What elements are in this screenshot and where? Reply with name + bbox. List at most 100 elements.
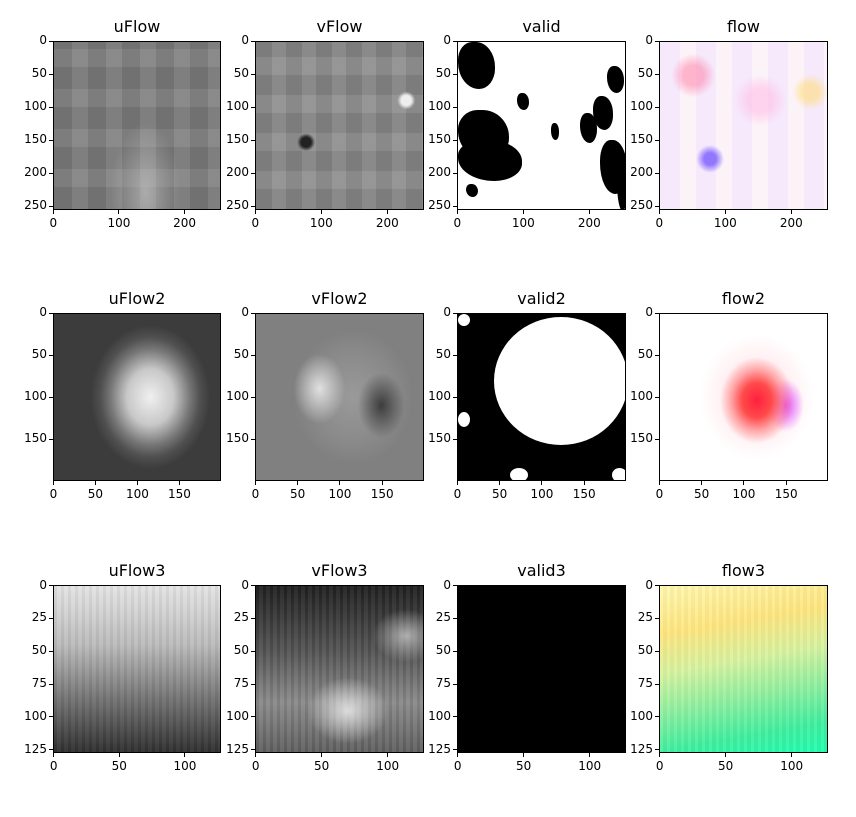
- x-tick-mark: [297, 481, 299, 485]
- y-tick-label: 150: [428, 132, 451, 147]
- x-tick-label: 100: [173, 759, 197, 773]
- panel-title-vflow3: vFlow3: [311, 561, 368, 580]
- x-tick-mark: [499, 481, 501, 485]
- x-tick-mark: [785, 481, 787, 485]
- x-tick-mark: [184, 210, 186, 214]
- y-tick-label: 0: [39, 305, 47, 320]
- x-tick-label: 0: [453, 487, 462, 501]
- y-tick-label: 25: [233, 610, 249, 625]
- y-tick-label: 50: [31, 643, 47, 658]
- x-tick-label: 100: [578, 759, 602, 773]
- y-tick-mark: [49, 716, 53, 718]
- x-tick-mark: [320, 210, 322, 214]
- y-tick-mark: [49, 683, 53, 685]
- y-tick-label: 50: [637, 347, 653, 362]
- x-tick-mark: [791, 753, 793, 757]
- y-tick-label: 0: [645, 305, 653, 320]
- y-tick-mark: [251, 438, 255, 440]
- y-tick-label: 75: [31, 676, 47, 691]
- y-tick-mark: [251, 106, 255, 108]
- panel-title-flow3: flow3: [721, 561, 766, 580]
- x-tick-label: 150: [370, 487, 394, 501]
- panel-title-valid3: valid3: [517, 561, 566, 580]
- y-tick-mark: [251, 172, 255, 174]
- y-tick-label: 125: [24, 741, 47, 756]
- plot-image-valid3: [457, 585, 626, 753]
- y-tick-mark: [655, 312, 659, 314]
- x-tick-label: 150: [572, 487, 596, 501]
- y-tick-mark: [49, 172, 53, 174]
- y-tick-label: 150: [24, 132, 47, 147]
- y-tick-mark: [453, 354, 457, 356]
- y-tick-mark: [453, 139, 457, 141]
- x-tick-mark: [724, 210, 726, 214]
- y-tick-label: 0: [39, 577, 47, 592]
- y-tick-mark: [251, 40, 255, 42]
- x-tick-label: 50: [290, 487, 306, 501]
- x-tick-mark: [790, 210, 792, 214]
- x-tick-label: 50: [314, 759, 330, 773]
- x-tick-mark: [583, 481, 585, 485]
- y-tick-label: 200: [24, 165, 47, 180]
- y-tick-mark: [655, 40, 659, 42]
- y-tick-label: 100: [428, 708, 451, 723]
- y-tick-mark: [49, 438, 53, 440]
- y-tick-mark: [251, 749, 255, 751]
- panel-title-valid: valid: [522, 17, 561, 36]
- y-tick-mark: [453, 438, 457, 440]
- x-tick-mark: [659, 753, 661, 757]
- mask-hole: [466, 183, 479, 198]
- x-tick-mark: [523, 753, 525, 757]
- y-tick-label: 0: [241, 305, 249, 320]
- y-tick-label: 100: [630, 389, 653, 404]
- x-tick-mark: [339, 481, 341, 485]
- y-tick-mark: [453, 172, 457, 174]
- x-tick-mark: [255, 753, 257, 757]
- x-tick-label: 0: [49, 487, 58, 501]
- mask-region: [510, 468, 528, 480]
- mask-hole: [550, 123, 560, 140]
- y-tick-mark: [49, 312, 53, 314]
- x-tick-label: 100: [107, 216, 131, 230]
- x-tick-mark: [184, 753, 186, 757]
- y-tick-mark: [251, 716, 255, 718]
- x-tick-label: 0: [49, 216, 58, 230]
- y-tick-mark: [251, 617, 255, 619]
- y-tick-label: 50: [435, 66, 451, 81]
- x-tick-label: 50: [111, 759, 127, 773]
- y-tick-label: 125: [428, 741, 451, 756]
- y-tick-mark: [251, 354, 255, 356]
- panel-title-vflow2: vFlow2: [311, 289, 368, 308]
- x-tick-mark: [94, 481, 96, 485]
- y-tick-label: 0: [443, 577, 451, 592]
- y-tick-label: 25: [31, 610, 47, 625]
- mask-hole: [458, 140, 523, 181]
- y-tick-mark: [655, 683, 659, 685]
- panel-title-uflow3: uFlow3: [108, 561, 166, 580]
- plot-image-vflow2: [255, 313, 424, 481]
- y-tick-label: 0: [443, 33, 451, 48]
- x-tick-mark: [52, 210, 54, 214]
- x-tick-mark: [52, 481, 54, 485]
- y-tick-label: 250: [24, 198, 47, 213]
- y-tick-mark: [453, 205, 457, 207]
- x-tick-label: 100: [511, 216, 535, 230]
- y-tick-mark: [251, 585, 255, 587]
- y-tick-mark: [655, 205, 659, 207]
- y-tick-mark: [251, 312, 255, 314]
- y-tick-mark: [655, 716, 659, 718]
- x-tick-label: 0: [453, 759, 462, 773]
- y-tick-label: 50: [233, 643, 249, 658]
- y-tick-label: 75: [233, 676, 249, 691]
- y-tick-label: 50: [233, 66, 249, 81]
- mask-hole: [593, 96, 614, 130]
- x-tick-mark: [701, 481, 703, 485]
- x-tick-label: 0: [251, 487, 260, 501]
- y-tick-mark: [251, 73, 255, 75]
- y-tick-mark: [453, 749, 457, 751]
- y-tick-mark: [453, 683, 457, 685]
- x-tick-label: 0: [453, 216, 462, 230]
- x-tick-mark: [178, 481, 180, 485]
- x-tick-mark: [589, 753, 591, 757]
- y-tick-label: 100: [226, 99, 249, 114]
